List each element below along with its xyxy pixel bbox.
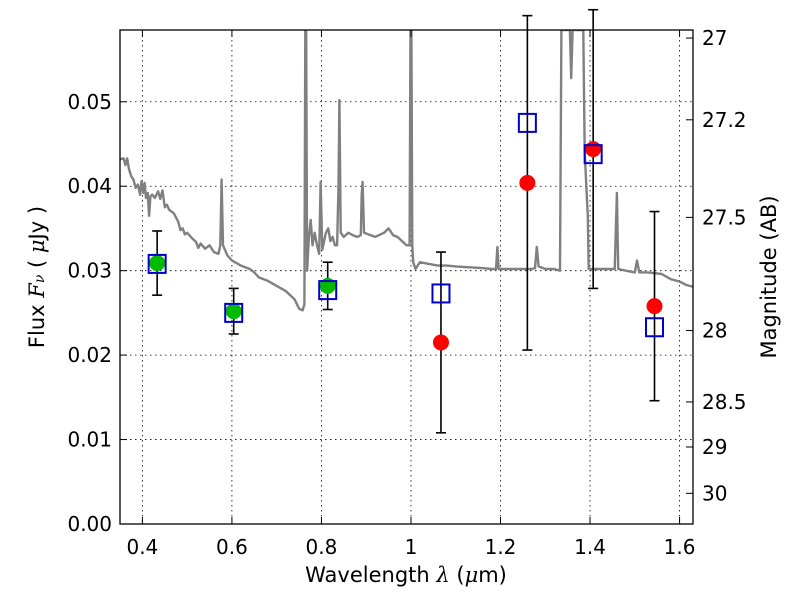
x-tick-label: 1.6 <box>664 535 696 559</box>
model-square <box>147 253 167 274</box>
y2-tick-label: 28 <box>702 319 727 343</box>
red-point <box>585 141 602 158</box>
red-point <box>519 174 536 191</box>
x-tick-label: 0.4 <box>126 535 158 559</box>
y2-tick-label: 29 <box>702 435 727 459</box>
spectrum-line <box>120 30 693 312</box>
model-square <box>431 283 451 304</box>
y-tick-label: 0.00 <box>67 512 112 536</box>
axis-ticks: 0.4 0.6 0.8 1 1.2 1.4 1.6 0.00 0.01 0.02 0.03 0.04 0… <box>67 26 746 559</box>
y2-tick-label: 27 <box>702 26 727 50</box>
right-axis-title: Magnitude (AB) <box>757 195 781 358</box>
red-point <box>646 298 663 315</box>
y-tick-label: 0.04 <box>67 174 112 198</box>
x-tick-label: 0.8 <box>306 535 338 559</box>
grid-lines <box>120 30 693 525</box>
y2-tick-label: 30 <box>702 481 727 505</box>
data-points <box>147 112 665 351</box>
y2-tick-label: 27.2 <box>702 108 747 132</box>
x-axis-title: Wavelength λ (μm) <box>305 563 507 587</box>
y-tick-label: 0.02 <box>67 343 112 367</box>
x-tick-label: 0.6 <box>216 535 248 559</box>
model-square <box>318 280 338 301</box>
x-tick-label: 1.4 <box>574 535 606 559</box>
green-point <box>225 303 242 320</box>
red-point <box>432 334 449 351</box>
y-tick-label: 0.01 <box>67 428 112 452</box>
model-square <box>517 112 537 133</box>
y-tick-label: 0.05 <box>67 90 112 114</box>
model-square <box>224 302 244 323</box>
template-spectrum <box>120 30 693 312</box>
green-point <box>149 255 166 272</box>
y-axis-title: Flux Fν ( μJy ) <box>25 206 49 348</box>
model-square <box>645 317 665 338</box>
y2-tick-label: 28.5 <box>702 390 747 414</box>
plot-frame <box>119 29 694 525</box>
y2-tick-label: 27.5 <box>702 205 747 229</box>
model-square <box>583 144 603 165</box>
x-tick-label: 1 <box>405 535 418 559</box>
x-tick-label: 1.2 <box>485 535 517 559</box>
y-tick-label: 0.03 <box>67 259 112 283</box>
